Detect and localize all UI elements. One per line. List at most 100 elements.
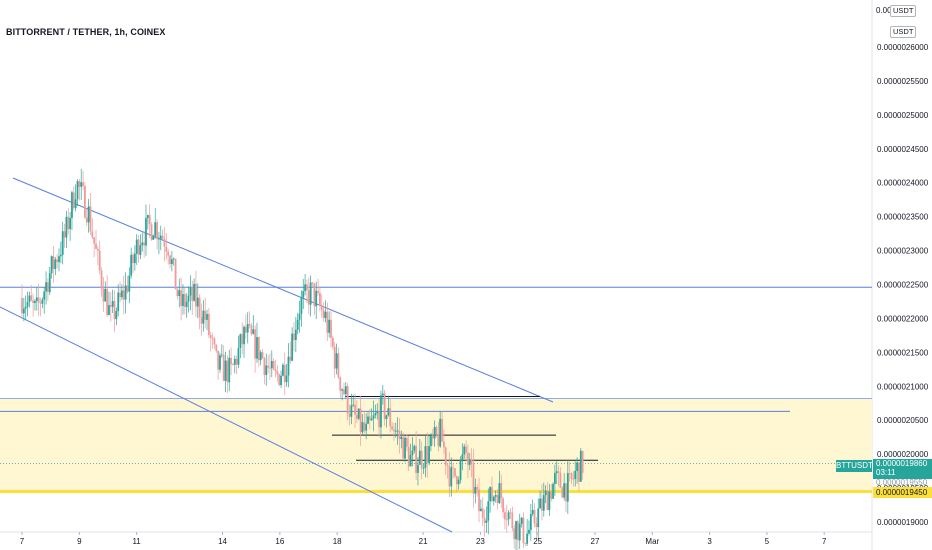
candle-body (283, 364, 286, 383)
candle-body (500, 483, 503, 499)
candle-body (531, 509, 534, 515)
candle-body (509, 512, 512, 514)
candle-body (272, 360, 275, 370)
candle-body (350, 405, 353, 417)
candle-body (372, 415, 375, 419)
candle-body (267, 365, 269, 368)
candle-body (391, 426, 393, 430)
candle-body (48, 273, 51, 293)
candle-body (291, 333, 294, 361)
candle-body (363, 422, 366, 431)
price-tick-label: 0.0000023500 (877, 213, 929, 222)
candle-body (457, 479, 460, 485)
candle-body (226, 360, 229, 383)
candle-body (337, 353, 340, 378)
candle-body (483, 517, 486, 523)
candle-body (459, 459, 462, 480)
candle-body (343, 389, 345, 395)
candle-body (96, 248, 99, 251)
candle-body (91, 231, 94, 238)
candle-body (100, 270, 103, 289)
candle-body (207, 313, 210, 336)
candle-body (95, 243, 97, 249)
candle-body (206, 313, 208, 320)
candle-body (330, 319, 332, 339)
time-tick-label: 11 (132, 537, 141, 546)
candle-body (487, 501, 490, 521)
candle-body (537, 508, 540, 528)
candle-body (287, 356, 290, 376)
candle-body (320, 305, 323, 310)
candle-body (119, 292, 121, 298)
currency-badge[interactable]: USDT (890, 26, 917, 38)
candle-body (400, 436, 403, 440)
support-price-box: 0.0000019450 (873, 487, 932, 498)
candle-body (113, 301, 116, 320)
candle-body (180, 290, 183, 307)
candle-body (383, 393, 386, 420)
trendline-lower (0, 306, 453, 533)
candle-body (559, 472, 562, 488)
candle-body (413, 445, 416, 451)
candle-body (84, 185, 86, 218)
candle-body (420, 450, 423, 468)
candle-body (570, 473, 573, 479)
candle-body (98, 250, 101, 271)
time-tick-label: 9 (77, 537, 82, 546)
candle-body (45, 282, 47, 292)
price-tick-label: 0.0000021500 (877, 348, 929, 357)
candle-body (139, 245, 142, 255)
candle-body (239, 334, 242, 348)
candle-body (313, 283, 316, 307)
price-tick-label: 0.0000019000 (877, 518, 929, 527)
candle-body (568, 473, 571, 474)
candle-body (306, 284, 308, 291)
candle-body (561, 487, 564, 498)
time-tick-label: 3 (707, 537, 712, 546)
candle-body (174, 258, 177, 290)
candle-body (200, 317, 203, 324)
candle-body (52, 256, 55, 270)
candle-body (109, 305, 112, 307)
candle-body (167, 251, 170, 256)
price-tick-label: 0.0000020000 (877, 450, 929, 459)
candle-body (132, 254, 134, 264)
candle-body (437, 434, 440, 447)
candle-body (47, 282, 49, 293)
candle-body (553, 473, 556, 484)
candle-body (304, 284, 306, 292)
candle-body (82, 182, 84, 186)
candle-body (217, 350, 220, 370)
candle-body (254, 329, 257, 359)
candle-body (93, 237, 96, 244)
time-tick-label: 25 (533, 537, 542, 546)
candle-body (572, 478, 575, 480)
candle-body (169, 255, 171, 265)
candle-body (163, 239, 166, 247)
last-price-box: 0.0000019860 03:11 (873, 459, 932, 479)
candle-body (30, 295, 33, 301)
candle-body (328, 319, 331, 333)
currency-badge-top[interactable]: USDT (890, 5, 917, 17)
candle-body (378, 411, 381, 428)
time-tick-label: 23 (476, 537, 485, 546)
candle-body (448, 465, 451, 487)
candle-body (128, 275, 131, 292)
candle-body (468, 459, 471, 465)
candle-body (557, 471, 560, 473)
candle-body (222, 354, 225, 381)
candle-body (455, 476, 458, 485)
obscured-axis-label: 0.0000019550 (876, 478, 928, 487)
candle-body (156, 222, 158, 240)
candle-body (578, 462, 580, 482)
candle-body (387, 408, 390, 416)
time-tick-label: 5 (765, 537, 770, 546)
candle-body (296, 319, 299, 330)
candle-body (511, 512, 514, 529)
candle-body (54, 259, 57, 270)
candle-body (148, 215, 151, 225)
candle-body (56, 259, 59, 263)
candle-body (89, 206, 92, 232)
